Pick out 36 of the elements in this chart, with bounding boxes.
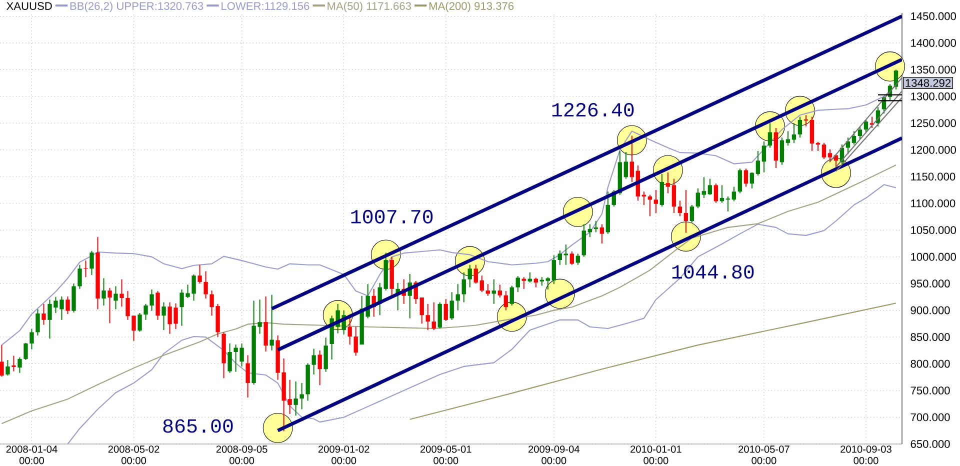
annotation: 1226.40 (552, 102, 634, 117)
x-tick-label: 2010-05-07 00:00 (738, 446, 790, 464)
y-tick-label: 750.000 (910, 386, 950, 394)
y-tick-label: 950.000 (910, 280, 950, 288)
legend-label: MA(50) 1171.663 (328, 2, 411, 12)
x-tick-label: 2010-09-03 00:00 (840, 446, 892, 464)
chart-title: XAUUSD (6, 2, 52, 10)
y-tick-label: 900.000 (910, 306, 950, 314)
x-tick-label: 2009-01-02 00:00 (318, 446, 370, 464)
y-tick-label: 800.000 (910, 360, 950, 368)
x-tick-label: 2008-01-04 00:00 (6, 446, 58, 464)
text: 1348.292 (906, 79, 951, 87)
annotation: 865.00 (163, 419, 233, 433)
legend-label: MA(200) 913.376 (429, 2, 514, 12)
y-tick-label: 650.000 (910, 440, 950, 448)
y-tick-label: 1100.000 (911, 199, 956, 208)
x-tick-label: 2009-05-01 00:00 (420, 446, 472, 464)
y-tick-label: 700.000 (910, 413, 950, 422)
annotation: 1044.80 (672, 265, 754, 279)
legend-label: LOWER:1129.156 (222, 2, 310, 10)
x-tick-label: 2008-09-05 00:00 (216, 446, 268, 464)
y-tick-label: 1200.000 (911, 146, 956, 154)
y-tick-label: 1450.000 (911, 12, 956, 20)
y-tick-label: 850.000 (910, 333, 950, 341)
y-tick-label: 1400.000 (911, 39, 956, 47)
y-tick-label: 1250.000 (911, 119, 956, 128)
legend-label: BB(26,2) UPPER:1320.763 (70, 2, 204, 12)
x-tick-label: 2010-01-01 00:00 (630, 446, 682, 464)
y-tick-label: 1000.000 (911, 252, 956, 261)
y-tick-label: 1350.000 (911, 66, 956, 74)
x-tick-label: 2009-09-04 00:00 (528, 446, 580, 464)
annotation: 1007.70 (351, 210, 433, 224)
y-tick-label: 1150.000 (911, 172, 956, 181)
y-tick-label: 1050.000 (911, 226, 956, 234)
x-tick-label: 2008-05-02 00:00 (108, 446, 160, 464)
y-tick-label: 1300.000 (911, 92, 956, 100)
